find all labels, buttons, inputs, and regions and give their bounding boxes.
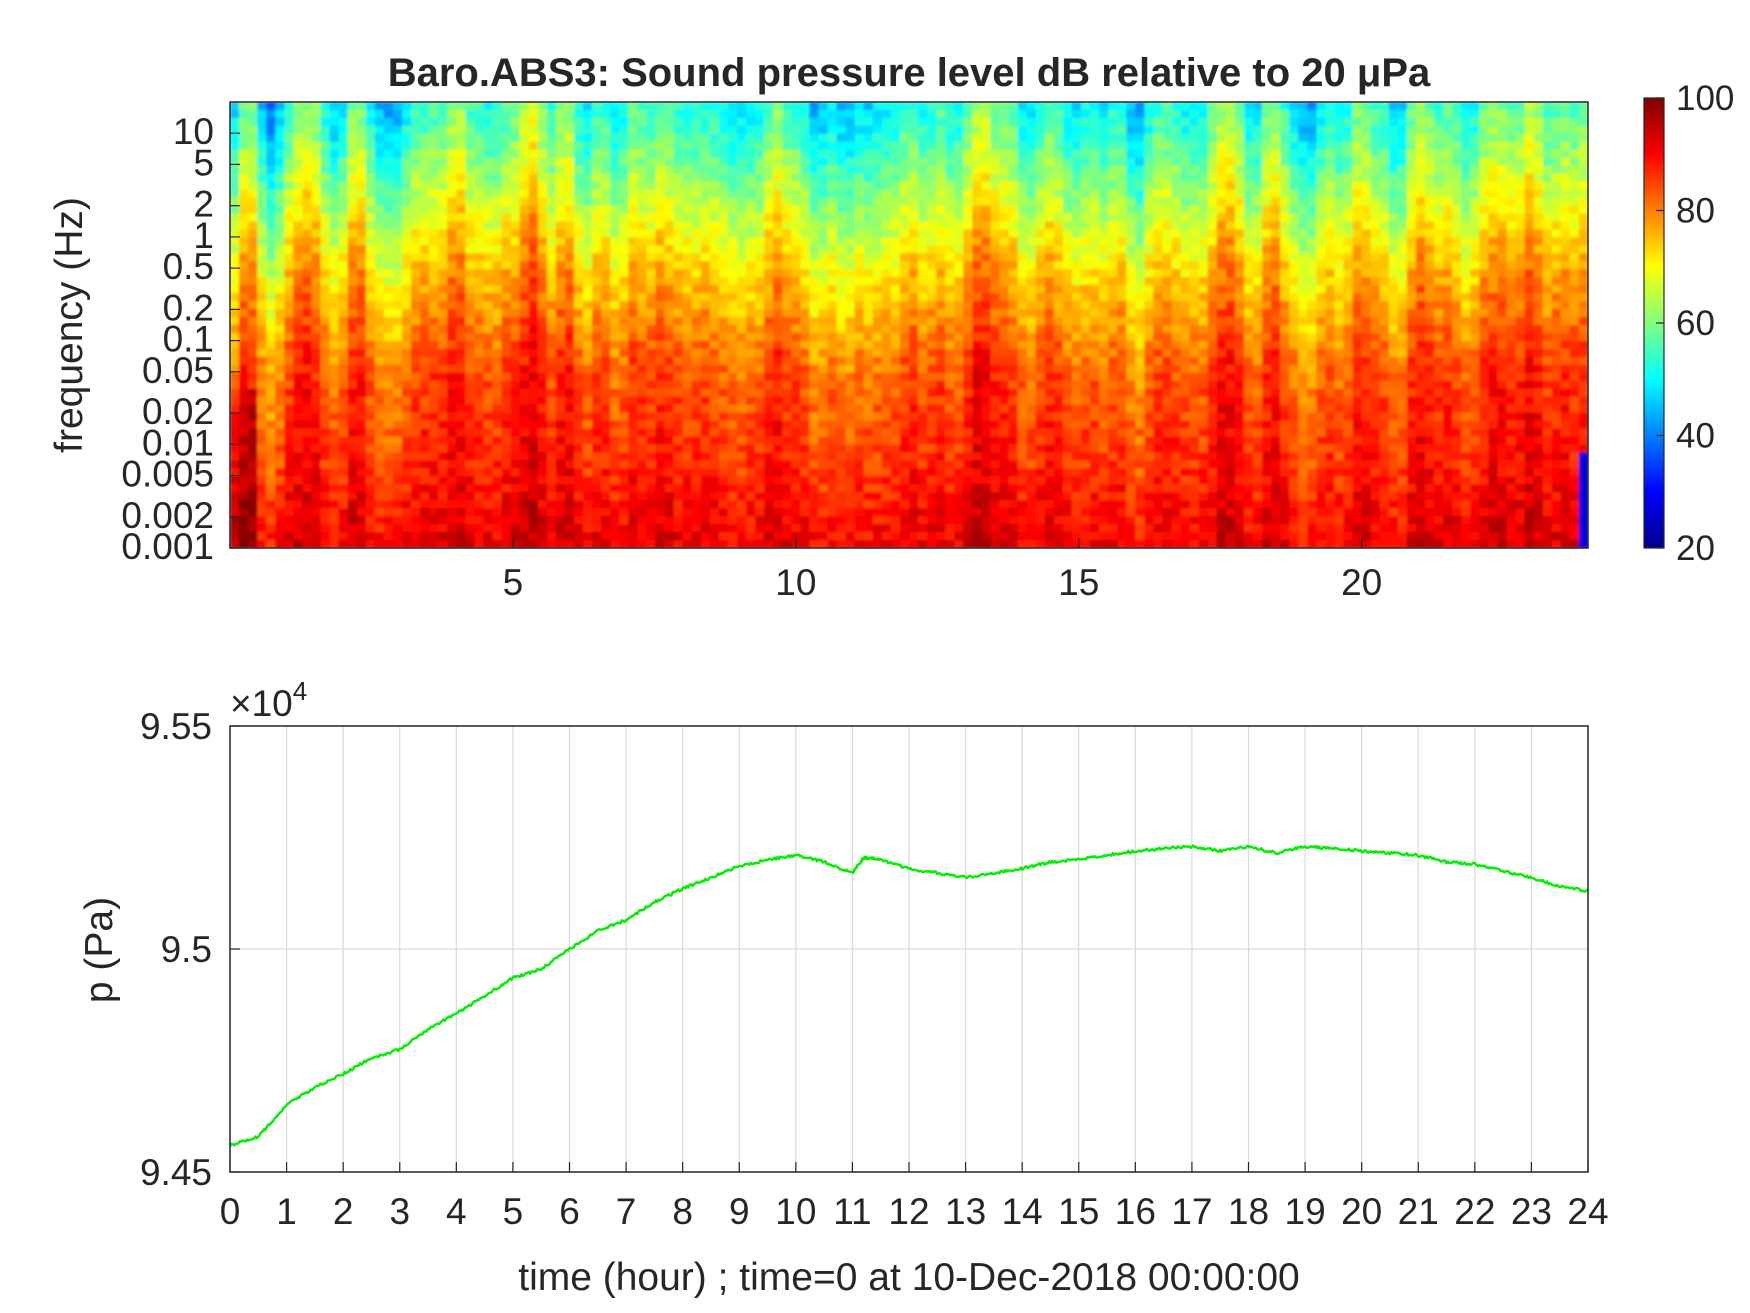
spectrogram-y-tick-label: 10 bbox=[173, 111, 214, 152]
pressure-y-ticks: 9.55 9.5 9.45 bbox=[140, 706, 240, 1193]
spectrogram-y-tick-label: 0.02 bbox=[142, 391, 214, 432]
pressure-x-ticks: 0 1 2 3 4 5 6 7 8 9 10 11 12 13 14 15 16 17 18 19 20 21 22 23 24 bbox=[220, 1162, 1609, 1232]
pressure-x-tick-label: 9 bbox=[729, 1191, 750, 1232]
spectrogram-y-tick-label: 2 bbox=[193, 184, 214, 225]
pressure-y-exponent: ×104 bbox=[230, 676, 307, 724]
pressure-x-tick-label: 12 bbox=[888, 1191, 929, 1232]
pressure-x-tick-label: 16 bbox=[1115, 1191, 1156, 1232]
colorbar-tick-label: 80 bbox=[1676, 192, 1715, 231]
pressure-x-tick-label: 2 bbox=[333, 1191, 354, 1232]
colorbar-tick-label: 60 bbox=[1676, 304, 1715, 343]
pressure-x-tick-label: 17 bbox=[1171, 1191, 1212, 1232]
pressure-x-tick-label: 23 bbox=[1511, 1191, 1552, 1232]
spectrogram-y-tick-label: 0.05 bbox=[142, 350, 214, 391]
colorbar-tick-label: 40 bbox=[1676, 417, 1715, 456]
pressure-x-tick-label: 3 bbox=[389, 1191, 410, 1232]
pressure-y-axis-label: p (Pa) bbox=[78, 897, 121, 1003]
spectrogram-y-tick-label: 1 bbox=[193, 215, 214, 256]
pressure-x-tick-label: 1 bbox=[276, 1191, 297, 1232]
pressure-x-tick-label: 7 bbox=[616, 1191, 637, 1232]
spectrogram-image bbox=[230, 102, 1588, 548]
pressure-x-tick-label: 0 bbox=[220, 1191, 241, 1232]
pressure-y-tick-label: 9.5 bbox=[161, 929, 212, 970]
pressure-x-tick-label: 10 bbox=[775, 1191, 816, 1232]
spectrogram-y-tick-label: 0.002 bbox=[121, 495, 214, 536]
pressure-y-tick-label: 9.55 bbox=[140, 706, 212, 747]
spectrogram-frame bbox=[229, 101, 1589, 549]
spectrogram-y-tick-label: 0.2 bbox=[163, 287, 214, 328]
colorbar: 100 80 60 40 20 bbox=[1643, 79, 1734, 568]
pressure-x-axis-label: time (hour) ; time=0 at 10-Dec-2018 00:0… bbox=[518, 1256, 1300, 1299]
spectrogram-y-ticks: 105210.50.20.10.050.020.010.0050.0020.00… bbox=[121, 111, 240, 567]
spectrogram-x-tick-label: 20 bbox=[1341, 562, 1382, 603]
spectrogram-x-tick-label: 10 bbox=[775, 562, 816, 603]
spectrogram-panel: Baro.ABS3: Sound pressure level dB relat… bbox=[48, 51, 1589, 603]
spectrogram-y-tick-label: 0.1 bbox=[163, 319, 214, 360]
spectrogram-x-ticks: 5 10 15 20 bbox=[503, 538, 1382, 603]
pressure-x-tick-label: 15 bbox=[1058, 1191, 1099, 1232]
spectrogram-y-axis-label: frequency (Hz) bbox=[48, 197, 91, 453]
pressure-x-tick-label: 22 bbox=[1454, 1191, 1495, 1232]
pressure-x-tick-label: 18 bbox=[1228, 1191, 1269, 1232]
pressure-x-tick-label: 4 bbox=[446, 1191, 467, 1232]
spectrogram-x-tick-label: 15 bbox=[1058, 562, 1099, 603]
spectrogram-title: Baro.ABS3: Sound pressure level dB relat… bbox=[388, 51, 1431, 95]
spectrogram-y-tick-label: 0.5 bbox=[163, 246, 214, 287]
pressure-grid bbox=[229, 725, 1589, 1173]
pressure-panel: 0 1 2 3 4 5 6 7 8 9 10 11 12 13 14 15 16 17 18 19 20 21 22 23 24… bbox=[78, 676, 1609, 1299]
pressure-x-tick-label: 24 bbox=[1567, 1191, 1608, 1232]
pressure-x-tick-label: 21 bbox=[1398, 1191, 1439, 1232]
pressure-x-tick-label: 11 bbox=[833, 1191, 871, 1232]
spectrogram-y-tick-label: 0.005 bbox=[121, 454, 214, 495]
colorbar-tick-label: 20 bbox=[1676, 529, 1715, 568]
pressure-x-tick-label: 14 bbox=[1002, 1191, 1043, 1232]
pressure-x-tick-label: 19 bbox=[1285, 1191, 1326, 1232]
pressure-series-line bbox=[230, 844, 1588, 1148]
pressure-x-tick-label: 20 bbox=[1341, 1191, 1382, 1232]
spectrogram-y-tick-label: 0.01 bbox=[142, 422, 214, 463]
spectrogram-x-tick-label: 5 bbox=[503, 562, 524, 603]
pressure-x-tick-label: 5 bbox=[503, 1191, 524, 1232]
colorbar-tick-label: 100 bbox=[1676, 79, 1734, 118]
pressure-x-tick-label: 6 bbox=[559, 1191, 580, 1232]
pressure-x-tick-label: 13 bbox=[945, 1191, 986, 1232]
pressure-y-tick-label: 9.45 bbox=[140, 1152, 212, 1193]
spectrogram-y-tick-label: 0.001 bbox=[121, 526, 214, 567]
spectrogram-y-tick-label: 5 bbox=[193, 142, 214, 183]
pressure-x-tick-label: 8 bbox=[672, 1191, 693, 1232]
colorbar-ticks: 100 80 60 40 20 bbox=[1656, 79, 1734, 568]
